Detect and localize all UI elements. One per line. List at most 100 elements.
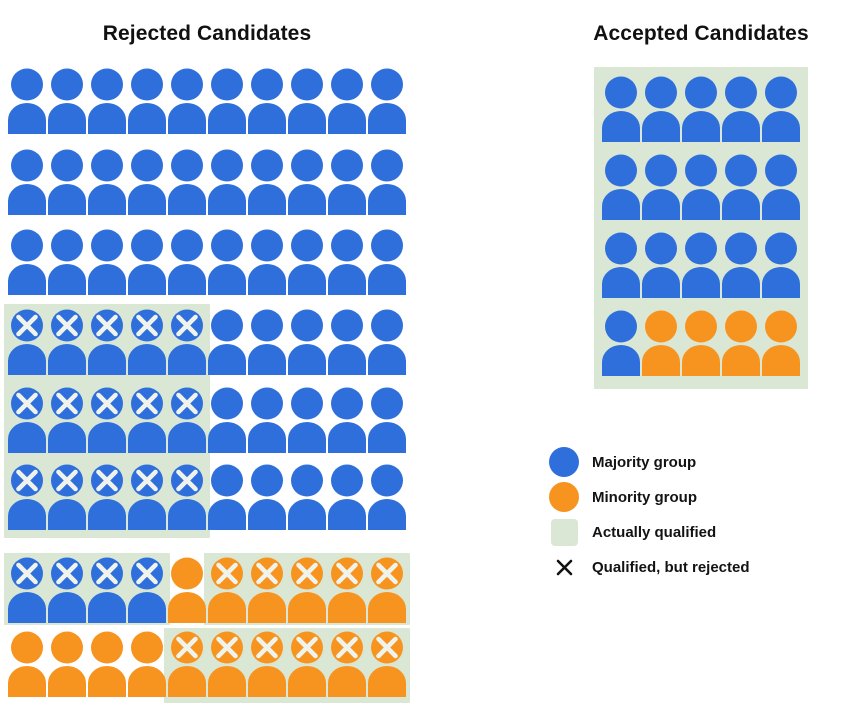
legend-item-qualified-square: Actually qualified <box>549 517 750 547</box>
person-icon-majority <box>208 464 246 530</box>
person-icon-majority <box>248 387 286 453</box>
person-icon-minority-qualified-rejected <box>208 557 246 623</box>
person-icon-majority <box>682 154 720 220</box>
person-icon-majority <box>168 229 206 295</box>
person-icon-majority <box>328 149 366 215</box>
person-icon-majority <box>88 68 126 134</box>
person-icon-minority <box>168 557 206 623</box>
person-icon-majority <box>88 149 126 215</box>
person-icon-minority-qualified-rejected <box>168 631 206 697</box>
person-icon-minority-qualified-rejected <box>208 631 246 697</box>
majority-group-swatch-icon <box>549 447 579 477</box>
person-icon-minority-qualified-rejected <box>328 557 366 623</box>
person-icon-majority <box>722 232 760 298</box>
person-icon-majority <box>602 310 640 376</box>
person-icon-majority-qualified-rejected <box>88 387 126 453</box>
person-icon-majority-qualified-rejected <box>168 464 206 530</box>
x-mark-icon <box>549 552 579 582</box>
person-icon-majority <box>208 149 246 215</box>
person-icon-majority <box>602 76 640 142</box>
legend-item-x-mark: Qualified, but rejected <box>549 552 750 582</box>
person-icon-majority-qualified-rejected <box>8 387 46 453</box>
legend-item-minority-circle: Minority group <box>549 482 750 512</box>
person-icon-minority <box>642 310 680 376</box>
person-icon-majority-qualified-rejected <box>128 309 166 375</box>
person-icon-majority <box>762 154 800 220</box>
person-icon-majority <box>248 68 286 134</box>
person-icon-majority <box>128 229 166 295</box>
accepted-candidates-title: Accepted Candidates <box>593 22 809 45</box>
person-icon-majority <box>288 464 326 530</box>
person-icon-majority <box>288 309 326 375</box>
person-icon-minority <box>762 310 800 376</box>
person-icon-majority <box>128 149 166 215</box>
person-icon-majority <box>682 232 720 298</box>
person-icon-majority <box>642 76 680 142</box>
person-icon-majority-qualified-rejected <box>128 387 166 453</box>
person-icon-minority <box>8 631 46 697</box>
legend-item-majority-circle: Majority group <box>549 447 750 477</box>
person-icon-majority <box>762 232 800 298</box>
person-icon-majority <box>328 229 366 295</box>
person-icon-majority <box>368 464 406 530</box>
qualified-swatch-icon <box>549 517 579 547</box>
person-icon-majority <box>368 387 406 453</box>
person-icon-majority <box>248 149 286 215</box>
person-icon-minority-qualified-rejected <box>248 557 286 623</box>
person-icon-majority <box>8 229 46 295</box>
person-icon-majority <box>168 68 206 134</box>
person-icon-majority <box>328 309 366 375</box>
person-icon-minority-qualified-rejected <box>368 557 406 623</box>
person-icon-minority <box>128 631 166 697</box>
person-icon-majority <box>48 68 86 134</box>
person-icon-majority <box>762 76 800 142</box>
person-icon-majority <box>368 229 406 295</box>
person-icon-majority-qualified-rejected <box>48 387 86 453</box>
person-icon-majority-qualified-rejected <box>88 309 126 375</box>
person-icon-minority <box>48 631 86 697</box>
person-icon-majority <box>682 76 720 142</box>
person-icon-majority <box>368 149 406 215</box>
person-icon-majority-qualified-rejected <box>168 309 206 375</box>
person-icon-majority <box>722 76 760 142</box>
person-icon-majority-qualified-rejected <box>128 557 166 623</box>
person-icon-majority <box>288 68 326 134</box>
person-icon-majority-qualified-rejected <box>8 309 46 375</box>
person-icon-majority <box>48 149 86 215</box>
person-icon-majority <box>602 154 640 220</box>
person-icon-majority <box>128 68 166 134</box>
person-icon-minority-qualified-rejected <box>328 631 366 697</box>
person-icon-minority <box>682 310 720 376</box>
legend: Majority group Minority group Actually qua… <box>549 447 750 587</box>
person-icon-majority <box>368 68 406 134</box>
minority-group-swatch-icon <box>549 482 579 512</box>
person-icon-majority <box>288 149 326 215</box>
person-icon-majority-qualified-rejected <box>128 464 166 530</box>
person-icon-majority <box>88 229 126 295</box>
person-icon-majority-qualified-rejected <box>48 309 86 375</box>
person-icon-majority <box>248 309 286 375</box>
person-icon-majority <box>328 464 366 530</box>
person-icon-majority-qualified-rejected <box>88 464 126 530</box>
person-icon-majority <box>8 149 46 215</box>
person-icon-majority <box>602 232 640 298</box>
person-icon-minority-qualified-rejected <box>288 557 326 623</box>
person-icon-majority <box>168 149 206 215</box>
person-icon-minority <box>88 631 126 697</box>
person-icon-majority <box>208 387 246 453</box>
person-icon-majority-qualified-rejected <box>48 557 86 623</box>
legend-label: Majority group <box>592 453 697 471</box>
person-icon-majority-qualified-rejected <box>48 464 86 530</box>
person-icon-minority-qualified-rejected <box>248 631 286 697</box>
person-icon-majority <box>642 232 680 298</box>
person-icon-majority-qualified-rejected <box>8 464 46 530</box>
person-icon-majority <box>208 68 246 134</box>
person-icon-majority <box>328 68 366 134</box>
person-icon-majority <box>48 229 86 295</box>
person-icon-minority-qualified-rejected <box>288 631 326 697</box>
person-icon-majority <box>368 309 406 375</box>
rejected-candidates-title: Rejected Candidates <box>102 22 312 45</box>
